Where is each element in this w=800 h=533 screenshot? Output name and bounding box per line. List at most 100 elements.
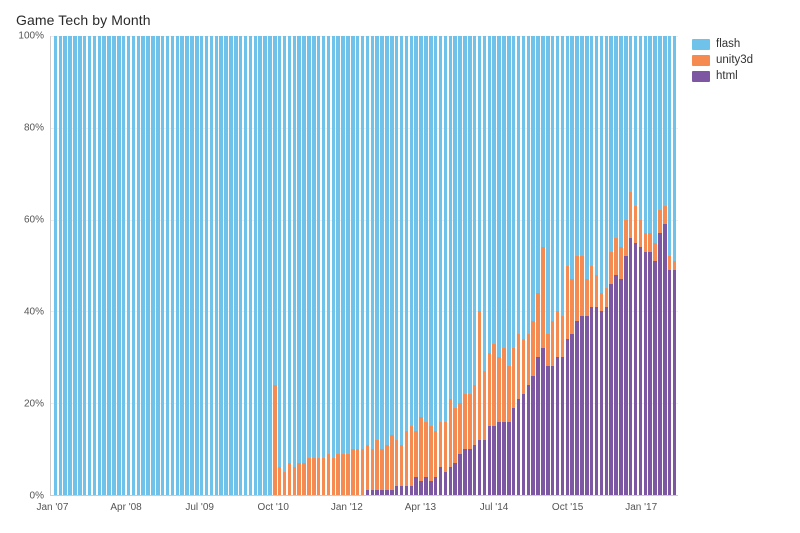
bar [405,36,409,495]
bar-segment-flash [254,36,258,495]
bar [327,36,331,495]
bar-segment-unity3d [312,458,316,495]
bar [73,36,77,495]
bar-segment-unity3d [322,458,326,495]
bar [653,36,657,495]
bar-segment-html [522,394,526,495]
bar-segment-html [478,440,482,495]
bar-segment-flash [580,36,584,256]
bar [127,36,131,495]
bar-segment-flash [434,36,438,431]
bar-segment-flash [439,36,443,422]
bar-segment-html [648,252,652,495]
bar-segment-unity3d [629,192,633,238]
x-axis: Jan '07Apr '08Jul '09Oct '10Jan '12Apr '… [50,498,678,522]
bar-segment-unity3d [478,311,482,440]
x-tick-label: Apr '08 [110,502,141,513]
bar [468,36,472,495]
bar-segment-flash [297,36,301,463]
bar-segment-unity3d [449,399,453,468]
bar [551,36,555,495]
bar-segment-unity3d [502,348,506,421]
bar-segment-unity3d [653,243,657,261]
bar [112,36,116,495]
bar-segment-flash [551,36,555,321]
bar-segment-flash [400,36,404,445]
bar-segment-flash [536,36,540,293]
bar-segment-html [444,472,448,495]
bar-segment-flash [497,36,501,357]
bar-segment-flash [541,36,545,247]
bar [366,36,370,495]
bar-segment-unity3d [600,293,604,311]
bar-segment-unity3d [658,210,662,233]
bar-segment-html [556,357,560,495]
bar-segment-unity3d [429,426,433,481]
bar-segment-flash [595,36,599,275]
bar-segment-html [507,422,511,495]
bar-segment-flash [205,36,209,495]
bar-segment-flash [88,36,92,495]
bar [273,36,277,495]
bar-segment-flash [380,36,384,449]
bar-segment-html [410,486,414,495]
bar [605,36,609,495]
bar-segment-html [653,261,657,495]
bar-segment-unity3d [468,394,472,449]
bar-segment-html [453,463,457,495]
bar-segment-unity3d [566,266,570,339]
bar-segment-flash [200,36,204,495]
bar-segment-html [385,490,389,495]
bar-segment-flash [609,36,613,252]
bar-segment-unity3d [356,449,360,495]
bar-segment-flash [629,36,633,192]
bar [595,36,599,495]
bar-segment-flash [371,36,375,449]
plot-area [50,36,678,496]
bar-segment-html [429,481,433,495]
bar-segment-unity3d [371,449,375,490]
bar [390,36,394,495]
bar [297,36,301,495]
bar [463,36,467,495]
bar-segment-flash [54,36,58,495]
bar [302,36,306,495]
bar [541,36,545,495]
bar [346,36,350,495]
bar-segment-unity3d [351,449,355,495]
bar-segment-flash [102,36,106,495]
bar-segment-unity3d [527,334,531,384]
bar-segment-flash [63,36,67,495]
bar [258,36,262,495]
bar [629,36,633,495]
legend: flashunity3dhtml [686,36,786,86]
bar-segment-flash [463,36,467,394]
bar-segment-unity3d [483,371,487,440]
bar [590,36,594,495]
bar-segment-unity3d [605,288,609,306]
bar [351,36,355,495]
bar [244,36,248,495]
bar-segment-flash [141,36,145,495]
bar [234,36,238,495]
bar-segment-html [492,426,496,495]
bar-segment-html [673,270,677,495]
bar-segment-flash [522,36,526,339]
bar-segment-flash [449,36,453,399]
bar-segment-unity3d [458,403,462,453]
bar-segment-flash [341,36,345,454]
bar [375,36,379,495]
bar [531,36,535,495]
bar-segment-flash [507,36,511,366]
bar-segment-flash [648,36,652,233]
bar-segment-flash [68,36,72,495]
bar-segment-flash [302,36,306,463]
bar-segment-flash [673,36,677,261]
bar-segment-unity3d [385,445,389,491]
legend-item: html [692,70,786,82]
bar [219,36,223,495]
x-tick-label: Jan '07 [36,502,68,513]
bar-segment-flash [59,36,63,495]
bar [507,36,511,495]
bar [68,36,72,495]
